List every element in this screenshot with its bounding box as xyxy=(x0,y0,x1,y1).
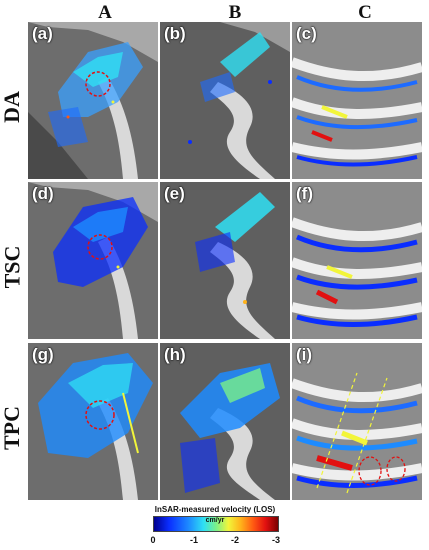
panel-label-b: (b) xyxy=(164,24,186,43)
panel-label-e: (e) xyxy=(164,184,185,203)
panel-b-map xyxy=(160,22,290,179)
panel-c: (c) xyxy=(292,22,422,179)
row-header-tpc: TPC xyxy=(0,406,24,450)
panel-b: (b) xyxy=(160,22,290,179)
velocity-legend: InSAR-measured velocity (LOS) cm/yr 0 -1… xyxy=(140,505,290,549)
panel-d: (d) xyxy=(28,182,158,339)
panel-label-f: (f) xyxy=(296,184,313,203)
row-header-tsc: TSC xyxy=(0,245,25,289)
panel-label-c: (c) xyxy=(296,24,317,43)
panel-label-a: (a) xyxy=(32,24,53,43)
legend-tick-minus-3: -3 xyxy=(271,535,280,545)
panel-label-d: (d) xyxy=(32,184,54,203)
legend-tick-minus-1: -1 xyxy=(189,535,198,545)
column-header-c: C xyxy=(358,2,372,23)
legend-tick-minus-2: -2 xyxy=(230,535,239,545)
panel-a: (a) xyxy=(28,22,158,179)
legend-unit: cm/yr xyxy=(205,517,225,524)
row-header-da: DA xyxy=(0,91,24,123)
legend-tick-0: 0 xyxy=(150,535,156,545)
panel-d-map xyxy=(28,182,158,339)
panel-h: (h) xyxy=(160,343,290,500)
panel-g-map xyxy=(28,343,158,500)
panel-label-h: (h) xyxy=(164,345,186,364)
panel-g: (g) xyxy=(28,343,158,500)
panel-e: (e) xyxy=(160,182,290,339)
panel-f: (f) xyxy=(292,182,422,339)
panel-label-g: (g) xyxy=(32,345,54,364)
column-header-b: B xyxy=(228,2,242,23)
panel-a-map xyxy=(28,22,158,179)
panel-i-map xyxy=(292,343,422,500)
panel-label-i: (i) xyxy=(296,345,313,364)
panel-e-map xyxy=(160,182,290,339)
panel-c-map xyxy=(292,22,422,179)
panel-f-map xyxy=(292,182,422,339)
panel-h-map xyxy=(160,343,290,500)
legend-title: InSAR-measured velocity (LOS) xyxy=(154,505,276,514)
column-header-a: A xyxy=(98,2,112,23)
panel-i: (i) xyxy=(292,343,422,500)
legend-color-bar xyxy=(153,516,279,532)
